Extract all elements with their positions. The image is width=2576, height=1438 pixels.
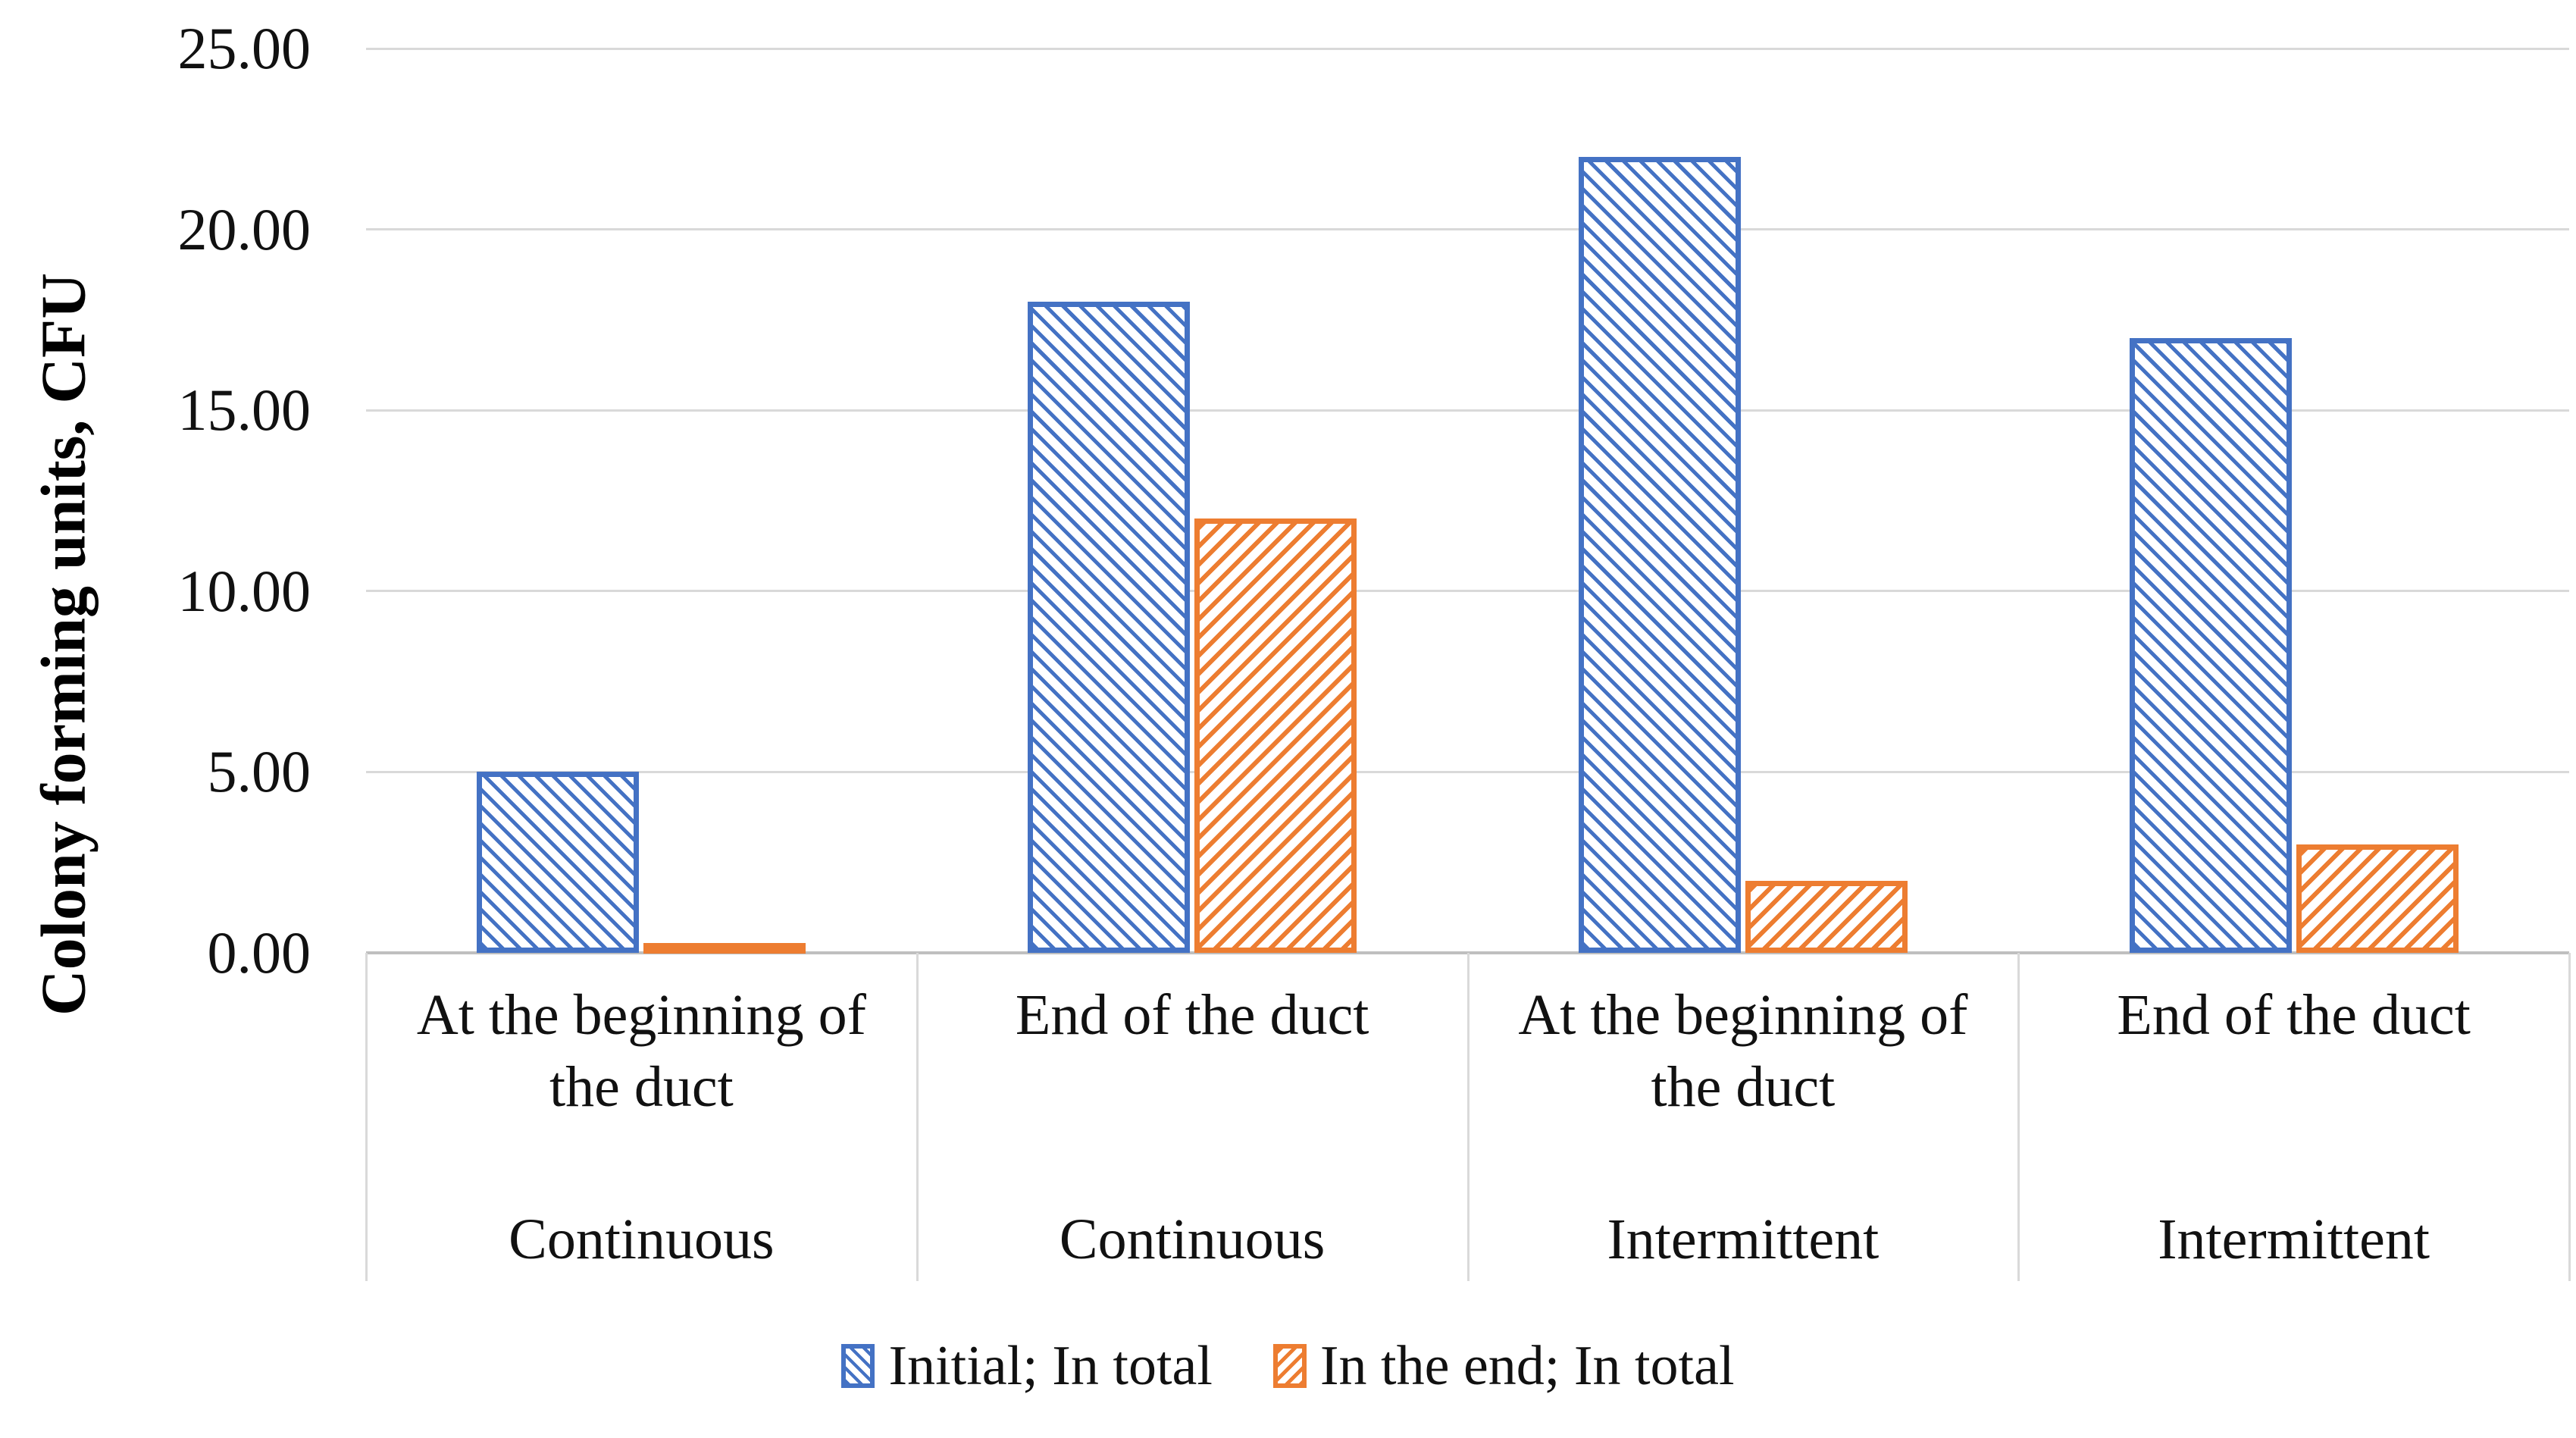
category-separator	[2568, 953, 2571, 1281]
legend-swatch-in-the-end	[1272, 1344, 1307, 1388]
bar-in-the-end	[2296, 844, 2459, 953]
y-gridline	[366, 590, 2569, 593]
bar-initial	[2130, 338, 2292, 953]
y-gridline	[366, 409, 2569, 412]
bar-initial	[1028, 302, 1190, 953]
y-tick-label: 15.00	[177, 377, 311, 443]
y-gridline	[366, 47, 2569, 50]
legend-item-initial: Initial; In total	[841, 1335, 1213, 1397]
category-separator	[916, 953, 919, 1281]
category-separator	[365, 953, 368, 1281]
category-label: End of the duct	[2117, 983, 2471, 1047]
category-label: At the beginning of the duct	[1518, 983, 1968, 1119]
category-separator	[2017, 953, 2020, 1281]
y-tick-label: 0.00	[207, 920, 311, 985]
y-gridline	[366, 228, 2569, 231]
category-group-label: Continuous	[1059, 1208, 1326, 1271]
legend-label-initial: Initial; In total	[888, 1335, 1213, 1397]
bar-in-the-end	[1194, 518, 1357, 953]
category-separator	[1467, 953, 1470, 1281]
legend-label-in-the-end: In the end; In total	[1319, 1335, 1735, 1397]
bar-in-the-end	[1745, 881, 1908, 953]
legend-item-in-the-end: In the end; In total	[1272, 1335, 1735, 1397]
category-group-label: Intermittent	[1607, 1208, 1880, 1271]
y-tick-label: 10.00	[177, 557, 311, 624]
bar-in-the-end	[643, 943, 806, 954]
y-tick-label: 20.00	[177, 196, 311, 262]
category-group-label: Continuous	[509, 1208, 775, 1271]
y-tick-label: 5.00	[207, 738, 311, 805]
category-label: At the beginning of the duct	[416, 983, 866, 1119]
legend-swatch-initial	[841, 1344, 875, 1388]
category-group-label: Intermittent	[2158, 1208, 2430, 1271]
y-gridline	[366, 770, 2569, 773]
bar-initial	[477, 772, 639, 953]
legend: Initial; In total In the end; In total	[0, 1338, 2576, 1394]
y-tick-label: 25.00	[177, 15, 311, 81]
bar-initial	[1579, 157, 1741, 953]
category-label: End of the duct	[1015, 983, 1369, 1047]
